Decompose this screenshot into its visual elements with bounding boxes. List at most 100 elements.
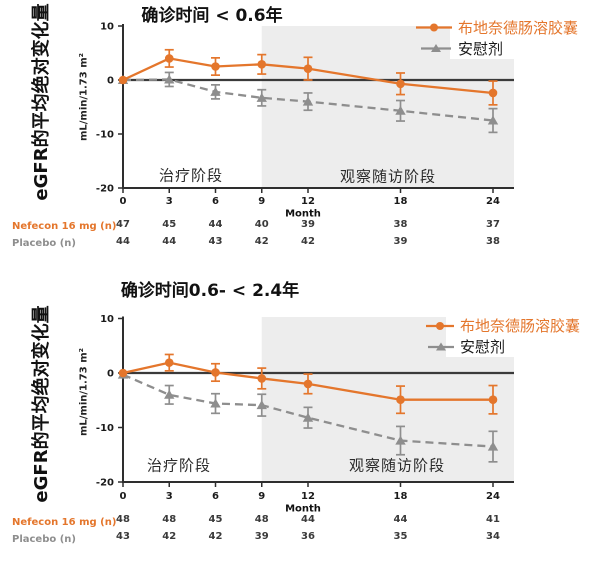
chart1-table-row-placebo-label: Placebo (n) xyxy=(12,238,76,249)
chart1-nefecon-marker xyxy=(211,62,220,71)
chart2-y-tick-label: 10 xyxy=(100,314,114,325)
chart2-x-tick-label: 6 xyxy=(212,491,219,502)
chart2-table-nefecon-n-value: 41 xyxy=(486,514,500,525)
chart1-x-tick-label: 24 xyxy=(486,196,500,207)
chart2-placebo-marker xyxy=(210,398,221,408)
chart1-placebo-marker xyxy=(256,92,267,102)
chart2-x-tick-label: 9 xyxy=(258,491,265,502)
chart1-legend-box xyxy=(450,12,616,59)
chart1-table-nefecon-n-value: 47 xyxy=(116,219,130,230)
chart1-y-tick-label: -20 xyxy=(96,184,114,195)
chart2-x-tick-label: 0 xyxy=(120,491,127,502)
chart2-nefecon-marker xyxy=(257,374,267,383)
chart1-x-axis-label: Month xyxy=(285,208,321,220)
chart1-table-nefecon-n-value: 37 xyxy=(486,219,500,230)
chart1-x-tick-label: 18 xyxy=(394,196,408,207)
chart2-table-placebo-n-value: 43 xyxy=(116,531,130,542)
chart2-table-placebo-n-value: 42 xyxy=(209,531,223,542)
chart2-table-nefecon-n-value: 44 xyxy=(394,514,408,525)
chart2-y-axis-label: eGFR的平均绝对变化量 xyxy=(31,305,52,503)
chart1-placebo-marker xyxy=(164,74,175,84)
chart2-table-nefecon-n-value: 44 xyxy=(301,514,315,525)
chart1-y-axis-unit: mL/min/1.73 m² xyxy=(78,52,90,142)
chart2-legend-box xyxy=(446,311,616,357)
chart1-phase-treatment-label: 治疗阶段 xyxy=(158,166,224,185)
chart1-nefecon-marker xyxy=(303,64,313,73)
chart2-table-nefecon-n-value: 48 xyxy=(255,514,269,525)
chart2-placebo-marker xyxy=(395,435,406,445)
chart1-x-tick-label: 12 xyxy=(301,196,315,207)
chart2-y-tick-label: -10 xyxy=(96,423,114,434)
chart2-y-tick-label: 0 xyxy=(107,369,114,380)
chart2-nefecon-marker xyxy=(164,358,174,367)
chart1-table-nefecon-n-value: 39 xyxy=(301,219,315,230)
chart2-x-tick-label: 24 xyxy=(486,491,500,502)
chart1-x-tick-label: 3 xyxy=(166,196,173,207)
chart1-y-tick-label: 0 xyxy=(107,76,114,87)
chart2-legend-nefecon-marker-icon xyxy=(436,322,444,330)
chart2-phase-observation-label: 观察随访阶段 xyxy=(348,456,446,475)
chart1-table-placebo-n-value: 44 xyxy=(162,236,176,247)
chart1-nefecon-marker xyxy=(396,79,405,89)
chart1-table-placebo-n-value: 43 xyxy=(209,236,223,247)
chart2-table-nefecon-n-value: 45 xyxy=(209,514,223,525)
chart1-table-placebo-n-value: 42 xyxy=(255,236,269,247)
chart1-table-placebo-n-value: 38 xyxy=(486,236,500,247)
chart1-phase-observation-label: 观察随访阶段 xyxy=(339,167,437,186)
chart2-phase-treatment-label: 治疗阶段 xyxy=(146,456,212,475)
chart2-nefecon-marker xyxy=(396,395,405,405)
chart2-table-nefecon-n-value: 48 xyxy=(162,514,176,525)
chart2-table-placebo-n-value: 34 xyxy=(486,531,500,542)
chart2-nefecon-marker xyxy=(303,379,313,389)
chart1-table-nefecon-n-value: 45 xyxy=(162,219,176,230)
chart2-placebo-marker xyxy=(487,441,499,451)
chart1-y-axis-label: eGFR的平均绝对变化量 xyxy=(31,3,52,201)
chart2-table-row-nefecon-label: Nefecon 16 mg (n) xyxy=(12,517,117,528)
chart1-x-tick-label: 0 xyxy=(120,196,127,207)
chart1-table-nefecon-n-value: 40 xyxy=(255,219,269,230)
chart2-y-tick-label: -20 xyxy=(96,478,114,489)
chart2-legend-placebo-label: 安慰剂 xyxy=(460,338,506,356)
chart1-y-tick-label: -10 xyxy=(96,130,114,141)
chart2-table-nefecon-n-value: 48 xyxy=(116,514,130,525)
chart1-title: 确诊时间 < 0.6年 xyxy=(141,6,283,26)
chart2-placebo-marker xyxy=(256,400,267,410)
chart1-nefecon-marker xyxy=(488,88,498,98)
chart1-legend-nefecon-label: 布地奈德肠溶胶囊 xyxy=(458,19,579,37)
chart1-table-nefecon-n-value: 38 xyxy=(394,219,408,230)
chart2-x-tick-label: 18 xyxy=(394,491,408,502)
chart1-placebo-marker xyxy=(487,115,499,125)
chart1-table-nefecon-n-value: 44 xyxy=(209,219,223,230)
chart1-y-tick-label: 10 xyxy=(100,22,114,33)
chart2-x-tick-label: 3 xyxy=(166,491,173,502)
chart2-table-row-placebo-label: Placebo (n) xyxy=(12,534,76,545)
chart1-table-placebo-n-value: 42 xyxy=(301,236,315,247)
chart1-nefecon-marker xyxy=(164,54,174,63)
chart1-placebo-marker xyxy=(302,96,314,106)
chart1-x-tick-label: 6 xyxy=(212,196,219,207)
chart1-legend-nefecon-marker-icon xyxy=(430,23,438,32)
chart1-nefecon-marker xyxy=(118,75,128,85)
chart1-table-row-nefecon-label: Nefecon 16 mg (n) xyxy=(12,221,117,232)
chart2-table-placebo-n-value: 35 xyxy=(394,531,408,542)
chart1-legend-placebo-label: 安慰剂 xyxy=(458,40,504,58)
chart1-placebo-marker xyxy=(395,105,406,115)
chart2-legend-nefecon-label: 布地奈德肠溶胶囊 xyxy=(460,317,581,335)
chart1-table-placebo-n-value: 39 xyxy=(394,236,408,247)
chart2-table-placebo-n-value: 36 xyxy=(301,531,315,542)
chart2-nefecon-marker xyxy=(211,368,220,377)
chart1-nefecon-marker xyxy=(257,60,267,69)
chart1-placebo-marker xyxy=(210,86,221,96)
chart2-y-axis-unit: mL/min/1.73 m² xyxy=(78,347,90,437)
chart1-legend-placebo-marker-icon xyxy=(431,44,441,52)
chart2-nefecon-marker xyxy=(118,368,128,378)
chart2-title: 确诊时间0.6- < 2.4年 xyxy=(120,281,300,301)
chart2-table-placebo-n-value: 42 xyxy=(162,531,176,542)
chart1-x-tick-label: 9 xyxy=(258,196,265,207)
chart2-x-axis-label: Month xyxy=(285,503,321,515)
chart2-table-placebo-n-value: 39 xyxy=(255,531,269,542)
chart1-table-placebo-n-value: 44 xyxy=(116,236,130,247)
chart2-placebo-marker xyxy=(164,389,175,399)
